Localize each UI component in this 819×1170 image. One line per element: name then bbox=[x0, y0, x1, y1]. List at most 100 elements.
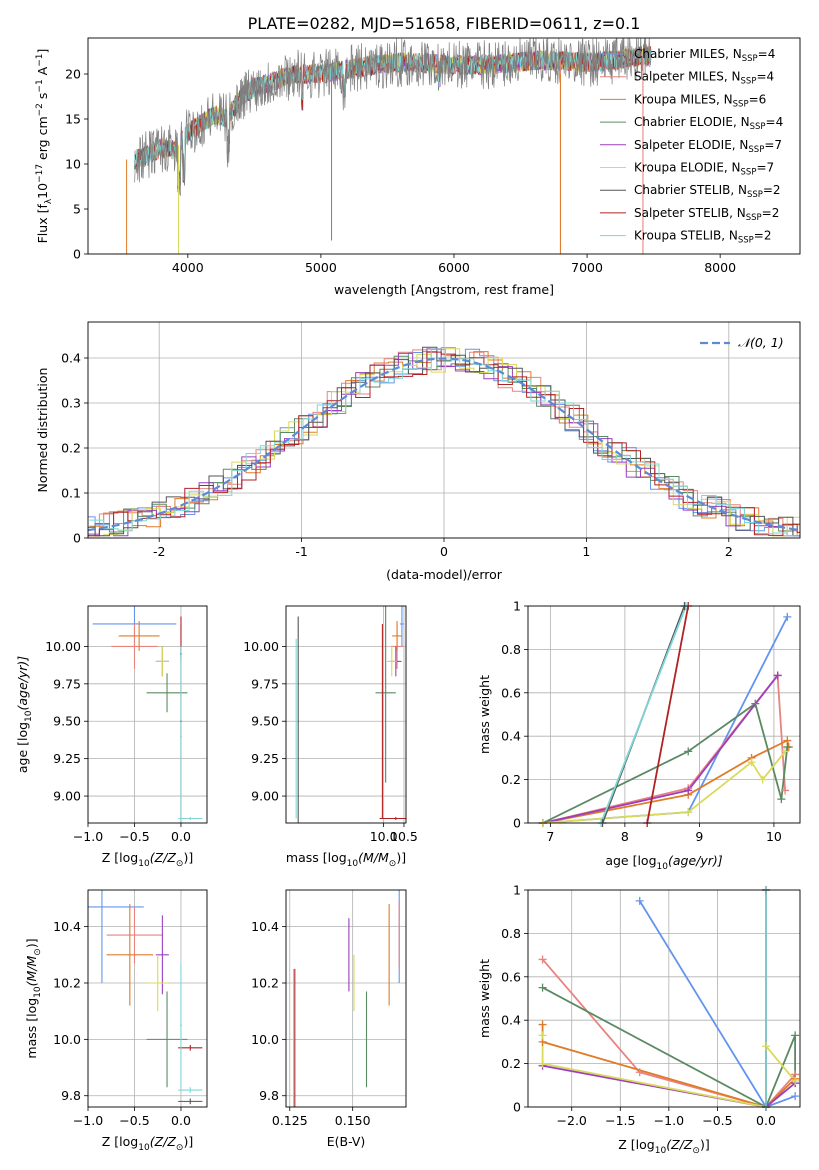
weight-series bbox=[541, 1035, 796, 1107]
x-tick-label: -2 bbox=[153, 544, 165, 559]
legend-text: Salpeter MILES, N bbox=[634, 70, 741, 84]
y-tick-label: 10.2 bbox=[53, 976, 81, 991]
label-part: Z [log bbox=[102, 850, 138, 865]
legend-text: Chabrier STELIB, N bbox=[634, 183, 747, 197]
y-tick-label: 9.00 bbox=[53, 789, 81, 804]
y-tick-label: 0 bbox=[513, 816, 521, 831]
label-part: A bbox=[35, 66, 50, 79]
y-tick-label: 0.1 bbox=[61, 486, 81, 501]
x-axis-label: Z [log10(Z/Z⊙)] bbox=[102, 850, 193, 869]
weight-series bbox=[542, 986, 796, 1107]
axes-frame bbox=[527, 605, 801, 824]
histogram-series bbox=[89, 349, 800, 537]
weight-series bbox=[542, 739, 790, 823]
label-part: −17 bbox=[35, 164, 45, 183]
y-tick-label: 0.2 bbox=[501, 772, 521, 787]
x-axis-label: Z [log10(Z/Z⊙)] bbox=[618, 1137, 709, 1156]
label-part: )] bbox=[183, 1134, 193, 1149]
weight-marker bbox=[751, 699, 760, 708]
weight-series bbox=[646, 606, 690, 823]
y-tick-label: 1 bbox=[513, 883, 521, 898]
y-tick-label: 9.75 bbox=[53, 676, 81, 691]
y-axis-label: mass weight bbox=[477, 675, 492, 754]
y-tick-label: 9.25 bbox=[53, 751, 81, 766]
label-part: ⊙ bbox=[33, 948, 43, 956]
y-tick-label: 10.0 bbox=[53, 1032, 81, 1047]
weight-marker bbox=[684, 747, 693, 756]
axes-frame bbox=[87, 37, 801, 255]
plot-area bbox=[114, 38, 652, 254]
legend-value: =2 bbox=[763, 183, 781, 197]
legend-entry: Chabrier ELODIE, NSSP=4 bbox=[634, 115, 783, 132]
weight-marker bbox=[758, 775, 767, 784]
y-tick-label: 1 bbox=[513, 599, 521, 614]
weight-marker bbox=[538, 1020, 547, 1029]
legend-value: =7 bbox=[764, 138, 782, 152]
weight-series bbox=[542, 673, 786, 823]
legend-entry: Kroupa STELIB, NSSP=2 bbox=[634, 229, 772, 246]
weight-marker bbox=[538, 1031, 547, 1040]
plot-area bbox=[286, 890, 406, 1107]
legend-text: Kroupa MILES, N bbox=[634, 92, 733, 106]
y-tick-label: 10.2 bbox=[251, 976, 279, 991]
x-tick-label: 4000 bbox=[172, 260, 204, 275]
label-part: 10 bbox=[657, 862, 669, 872]
panel-mass-vs-ebv: 0.125 0.150 9.8 10.0 10.2 10.4 E(B-V) bbox=[251, 889, 407, 1149]
axes-frame bbox=[87, 889, 208, 1108]
y-tick-label: 0.4 bbox=[501, 729, 521, 744]
x-tick-label: −1.5 bbox=[605, 1113, 635, 1128]
panel-mass-vs-Z: −1.0 −0.5 0.09.810.010.210.4Z [log10(Z/Z⊙)… bbox=[24, 889, 208, 1153]
y-axis-label: age [log10(age/yr)] bbox=[15, 656, 34, 773]
legend-value: =4 bbox=[758, 47, 776, 61]
label-part: ] bbox=[35, 49, 50, 54]
label-part: (age/yr)] bbox=[668, 853, 723, 868]
weight-series bbox=[541, 958, 796, 1107]
x-tick-label: 0.0 bbox=[171, 1113, 191, 1128]
x-tick-label: 0.125 bbox=[272, 1113, 308, 1128]
legend-text: Chabrier ELODIE, N bbox=[634, 115, 750, 129]
legend-entry: Salpeter ELODIE, NSSP=7 bbox=[634, 138, 782, 155]
legend-sub: SSP bbox=[747, 190, 763, 200]
x-tick-label: 1 bbox=[582, 544, 590, 559]
label-part: 10 bbox=[138, 859, 150, 869]
legend-entry: Salpeter STELIB, NSSP=2 bbox=[634, 206, 779, 223]
label-part: erg cm bbox=[35, 116, 50, 164]
legend-text: Kroupa ELODIE, N bbox=[634, 161, 741, 175]
label-part: age [log bbox=[605, 853, 656, 868]
y-tick-label: 10.0 bbox=[251, 1032, 279, 1047]
legend-value: =2 bbox=[762, 206, 780, 220]
x-tick-label: 10 bbox=[766, 829, 782, 844]
y-tick-label: 0.4 bbox=[501, 1013, 521, 1028]
y-tick-label: 0.4 bbox=[61, 351, 81, 366]
x-tick-label: −0.5 bbox=[119, 1113, 149, 1128]
legend-entry: 𝒩(0, 1) bbox=[738, 335, 784, 350]
y-tick-label: 10.00 bbox=[243, 639, 279, 654]
label-part: )] bbox=[183, 850, 193, 865]
y-tick-label: 0.8 bbox=[501, 642, 521, 657]
x-tick-label: -1 bbox=[295, 544, 307, 559]
y-tick-label: 0.2 bbox=[501, 1056, 521, 1071]
label-part: (Z/Z bbox=[150, 850, 177, 865]
label-part: 10 bbox=[35, 183, 50, 199]
panel-age-vs-mass: 10.010.5 9.00 9.25 9.50 9.75 10.00 mass [log10… bbox=[243, 605, 418, 869]
y-tick-label: 10 bbox=[65, 157, 81, 172]
label-part: 10 bbox=[24, 710, 34, 722]
histogram-series bbox=[89, 348, 800, 537]
label-part: −1 bbox=[35, 54, 45, 67]
label-part: (M/M bbox=[358, 850, 389, 865]
x-tick-label: −1.0 bbox=[73, 1113, 103, 1128]
x-tick-label: 0.150 bbox=[335, 1113, 371, 1128]
weight-marker bbox=[538, 983, 547, 992]
y-tick-label: 10.4 bbox=[53, 919, 81, 934]
weight-marker bbox=[791, 1076, 800, 1085]
weight-series bbox=[542, 616, 789, 823]
legend-value: =7 bbox=[756, 161, 774, 175]
weight-marker bbox=[538, 955, 547, 964]
x-tick-label: 2 bbox=[725, 544, 733, 559]
x-tick-label: 9 bbox=[695, 829, 703, 844]
weight-marker bbox=[773, 671, 782, 680]
